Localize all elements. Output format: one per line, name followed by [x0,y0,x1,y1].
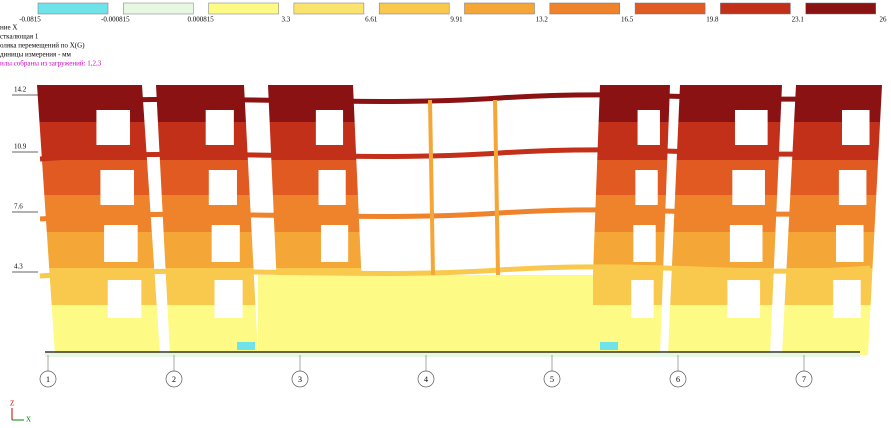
wall-band [47,232,154,268]
axis-label: 5 [550,375,554,384]
opening [836,225,864,262]
legend-swatch [806,3,876,14]
support-zone [237,342,255,350]
opening [100,170,134,205]
opening [96,110,130,145]
base-strip [45,353,860,357]
opening [735,110,768,145]
info-line: диницы измерения - мм [0,51,72,59]
legend-label: 6.61 [365,16,378,24]
axis-label: 3 [298,375,302,384]
axis-label: 6 [676,375,680,384]
legend-label: -0.0815 [19,16,41,24]
opening [215,280,243,318]
opening [108,280,142,318]
level-label: 4.3 [14,263,23,271]
opening [730,225,763,262]
legend-label: -0.000815 [101,16,130,24]
legend-label: 16.5 [621,16,634,24]
opening [631,280,653,318]
support-zone [600,342,618,350]
legend-swatch [379,3,449,14]
opening [635,170,657,205]
legend-swatch [209,3,279,14]
legend-label: 9.91 [450,16,463,24]
legend-swatch [294,3,364,14]
opening [104,225,138,262]
legend-label: 26 [880,16,888,24]
legend-label: 13.2 [536,16,549,24]
axis-label: 4 [424,375,428,384]
z-label: Z [10,400,14,408]
opening [212,225,240,262]
opening [206,110,234,145]
wall-band [52,305,160,355]
info-line: сткалющая 1 [0,33,39,41]
legend-swatch [38,3,108,14]
level-label: 10.9 [14,143,27,151]
opening [732,170,765,205]
x-label: X [26,416,31,424]
legend-swatch [123,3,193,14]
info-line: оляка перемещений по X(G) [0,42,85,50]
info-load-cases: илы собраны из загружений: 1,2,3 [0,60,102,68]
opening [638,110,660,145]
legend-label: 3.3 [282,16,291,24]
opening [833,280,861,318]
opening [209,170,237,205]
central-block [258,275,593,355]
opening [727,280,760,318]
level-label: 14.2 [14,86,27,94]
legend-swatch [465,3,535,14]
legend-label: 0.000815 [187,16,214,24]
level-label: 7.6 [14,203,23,211]
opening [321,225,348,262]
info-line: ние X [0,24,17,32]
legend-label: 19.8 [706,16,719,24]
opening [842,110,870,145]
legend-swatch [720,3,790,14]
legend-swatch [635,3,705,14]
axis-label: 7 [802,375,806,384]
opening [319,170,346,205]
wall-band [164,232,254,268]
opening [839,170,867,205]
opening [316,110,343,145]
viewport: -0.0815 -0.000815 0.000815 3.3 6.61 9.91 13.2 1… [0,0,891,428]
opening [633,225,655,262]
axis-label: 2 [172,375,176,384]
legend-swatch [550,3,620,14]
axis-label: 1 [46,375,50,384]
legend-label: 23.1 [792,16,805,24]
